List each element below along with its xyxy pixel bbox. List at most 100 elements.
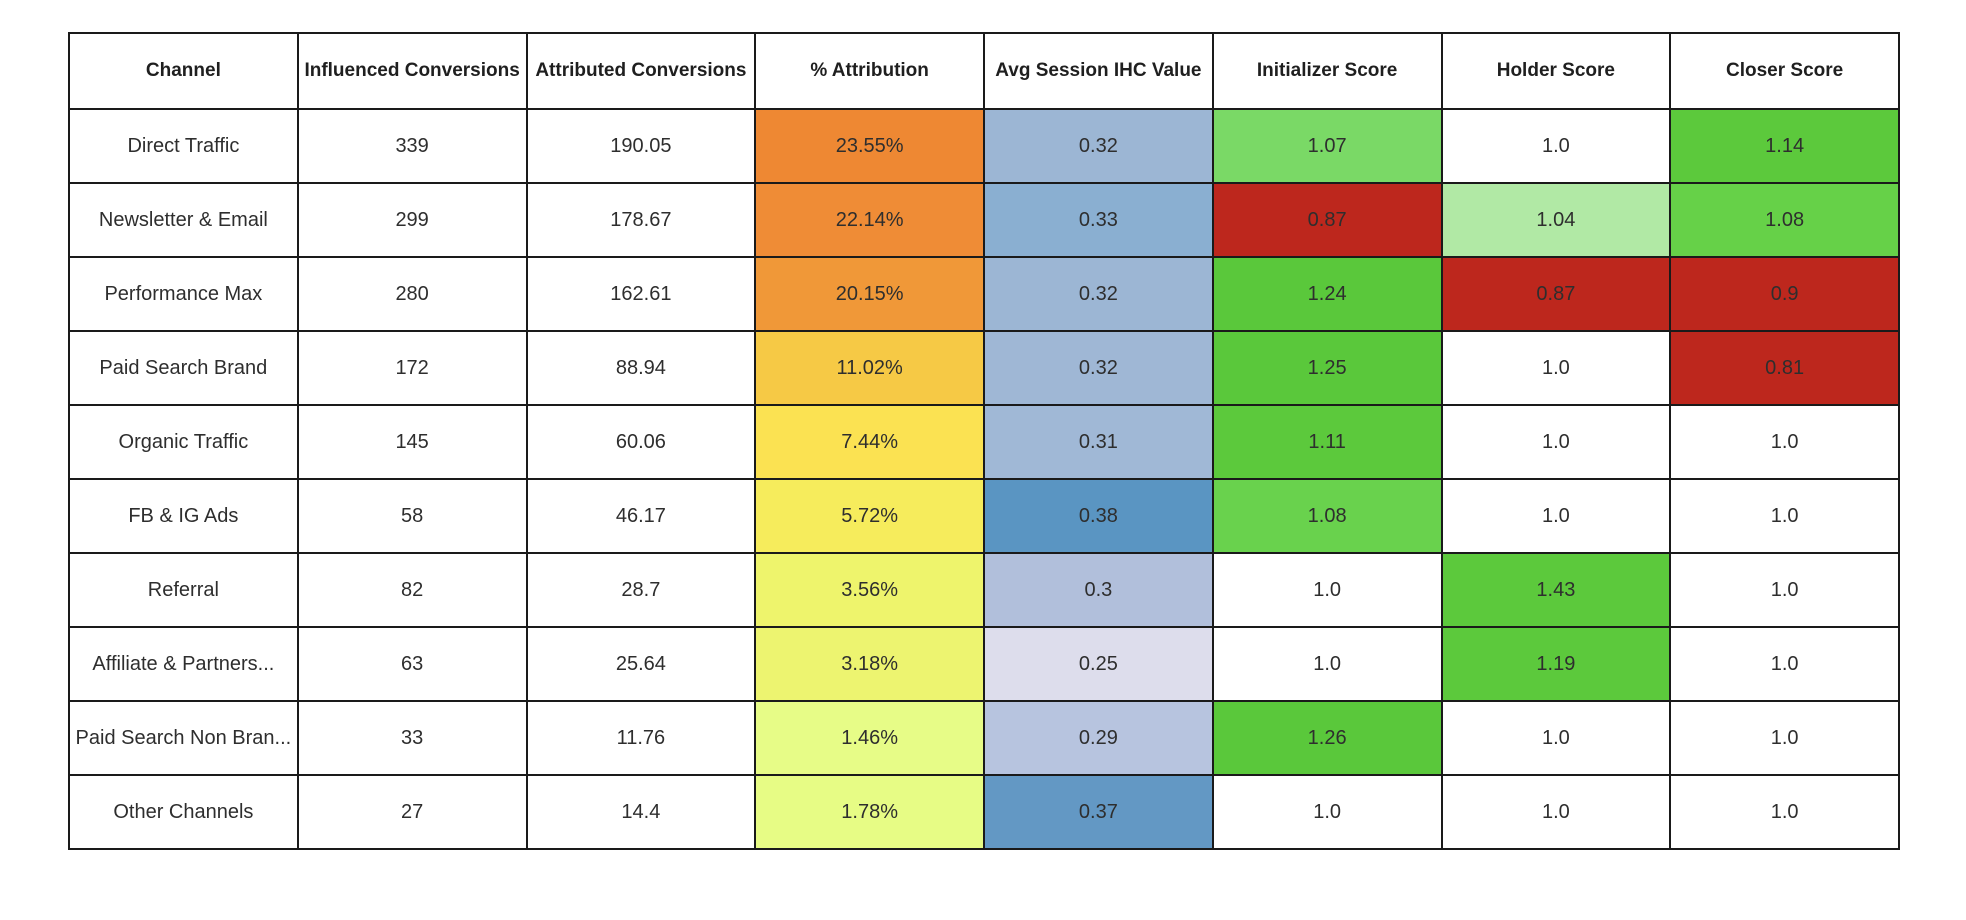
table-cell: 1.0 <box>1440 774 1672 850</box>
table-cell: 0.3 <box>983 552 1214 628</box>
table-row: Performance Max 280 162.61 20.15% 0.32 1.24 0.… <box>68 256 1900 332</box>
table-cell: 0.9 <box>1669 256 1900 332</box>
table-row: Other Channels 27 14.4 1.78% 0.37 1.0 1.0 1.0 <box>68 774 1900 850</box>
channel-cell: Paid Search Non Bran... <box>68 700 299 776</box>
column-header: % Attribution <box>754 32 985 110</box>
table-cell: 0.37 <box>983 774 1214 850</box>
table-cell: 23.55% <box>754 108 985 184</box>
table-cell: 1.11 <box>1211 404 1443 480</box>
table-cell: 0.87 <box>1440 256 1672 332</box>
table-cell: 1.0 <box>1211 552 1443 628</box>
table-row: FB & IG Ads 58 46.17 5.72% 0.38 1.08 1.0 1.0 <box>68 478 1900 554</box>
table-cell: 1.43 <box>1440 552 1672 628</box>
table-cell: 1.0 <box>1440 330 1672 406</box>
table-cell: 1.26 <box>1211 700 1443 776</box>
table-cell: 5.72% <box>754 478 985 554</box>
table-cell: 1.0 <box>1440 700 1672 776</box>
table-cell: 1.14 <box>1669 108 1900 184</box>
table-cell: 178.67 <box>525 182 757 258</box>
table-cell: 28.7 <box>525 552 757 628</box>
table-cell: 25.64 <box>525 626 757 702</box>
table-cell: 0.38 <box>983 478 1214 554</box>
column-header: Initializer Score <box>1211 32 1443 110</box>
table-row: Organic Traffic 145 60.06 7.44% 0.31 1.11 1.0 1… <box>68 404 1900 480</box>
table-cell: 0.32 <box>983 108 1214 184</box>
column-header: Avg Session IHC Value <box>983 32 1214 110</box>
table-cell: 0.32 <box>983 330 1214 406</box>
table-cell: 0.25 <box>983 626 1214 702</box>
table-row: Paid Search Brand 172 88.94 11.02% 0.32 1.25 1… <box>68 330 1900 406</box>
table-cell: 20.15% <box>754 256 985 332</box>
table-cell: 1.0 <box>1440 108 1672 184</box>
table-cell: 82 <box>296 552 528 628</box>
table-cell: 1.0 <box>1669 774 1900 850</box>
table-cell: 280 <box>296 256 528 332</box>
table-cell: 1.0 <box>1211 626 1443 702</box>
table-cell: 3.56% <box>754 552 985 628</box>
table-header-row: Channel Influenced Conversions Attributed … <box>68 32 1900 110</box>
column-header: Closer Score <box>1669 32 1900 110</box>
table-cell: 0.29 <box>983 700 1214 776</box>
table-cell: 0.32 <box>983 256 1214 332</box>
table-row: Paid Search Non Bran... 33 11.76 1.46% 0.29 1… <box>68 700 1900 776</box>
table-cell: 0.81 <box>1669 330 1900 406</box>
table-cell: 14.4 <box>525 774 757 850</box>
table-cell: 339 <box>296 108 528 184</box>
table-cell: 1.0 <box>1669 552 1900 628</box>
table-cell: 299 <box>296 182 528 258</box>
table-cell: 1.0 <box>1669 404 1900 480</box>
table-cell: 1.0 <box>1669 626 1900 702</box>
table-row: Direct Traffic 339 190.05 23.55% 0.32 1.07 1.0… <box>68 108 1900 184</box>
table-cell: 11.76 <box>525 700 757 776</box>
table-cell: 88.94 <box>525 330 757 406</box>
channel-cell: Newsletter & Email <box>68 182 299 258</box>
column-header: Attributed Conversions <box>525 32 757 110</box>
table-cell: 1.0 <box>1440 404 1672 480</box>
channel-cell: Referral <box>68 552 299 628</box>
channel-cell: FB & IG Ads <box>68 478 299 554</box>
table-cell: 1.0 <box>1211 774 1443 850</box>
table-row: Newsletter & Email 299 178.67 22.14% 0.33 0.8… <box>68 182 1900 258</box>
table-cell: 1.78% <box>754 774 985 850</box>
channel-cell: Organic Traffic <box>68 404 299 480</box>
attribution-heatmap-table: Channel Influenced Conversions Attributed … <box>68 32 1900 850</box>
table-cell: 7.44% <box>754 404 985 480</box>
table-cell: 1.0 <box>1669 478 1900 554</box>
table-cell: 0.33 <box>983 182 1214 258</box>
table-cell: 22.14% <box>754 182 985 258</box>
channel-cell: Other Channels <box>68 774 299 850</box>
table-cell: 172 <box>296 330 528 406</box>
table-cell: 190.05 <box>525 108 757 184</box>
table-cell: 11.02% <box>754 330 985 406</box>
table-cell: 46.17 <box>525 478 757 554</box>
table-cell: 33 <box>296 700 528 776</box>
table-row: Referral 82 28.7 3.56% 0.3 1.0 1.43 1.0 <box>68 552 1900 628</box>
table-cell: 1.08 <box>1669 182 1900 258</box>
channel-cell: Direct Traffic <box>68 108 299 184</box>
table-cell: 1.0 <box>1440 478 1672 554</box>
table-cell: 58 <box>296 478 528 554</box>
channel-cell: Affiliate & Partners... <box>68 626 299 702</box>
table-cell: 1.19 <box>1440 626 1672 702</box>
table-cell: 3.18% <box>754 626 985 702</box>
table-cell: 1.04 <box>1440 182 1672 258</box>
table-cell: 0.31 <box>983 404 1214 480</box>
table-cell: 1.46% <box>754 700 985 776</box>
table-cell: 0.87 <box>1211 182 1443 258</box>
column-header: Influenced Conversions <box>296 32 528 110</box>
table-cell: 1.08 <box>1211 478 1443 554</box>
channel-cell: Paid Search Brand <box>68 330 299 406</box>
column-header: Channel <box>68 32 299 110</box>
table-cell: 1.07 <box>1211 108 1443 184</box>
table-cell: 1.0 <box>1669 700 1900 776</box>
channel-cell: Performance Max <box>68 256 299 332</box>
table-cell: 162.61 <box>525 256 757 332</box>
table-cell: 60.06 <box>525 404 757 480</box>
table-cell: 1.25 <box>1211 330 1443 406</box>
table-cell: 145 <box>296 404 528 480</box>
table-cell: 27 <box>296 774 528 850</box>
table-cell: 1.24 <box>1211 256 1443 332</box>
table-row: Affiliate & Partners... 63 25.64 3.18% 0.25 1… <box>68 626 1900 702</box>
table-cell: 63 <box>296 626 528 702</box>
table-body: Direct Traffic 339 190.05 23.55% 0.32 1.07 1.0… <box>68 108 1900 850</box>
